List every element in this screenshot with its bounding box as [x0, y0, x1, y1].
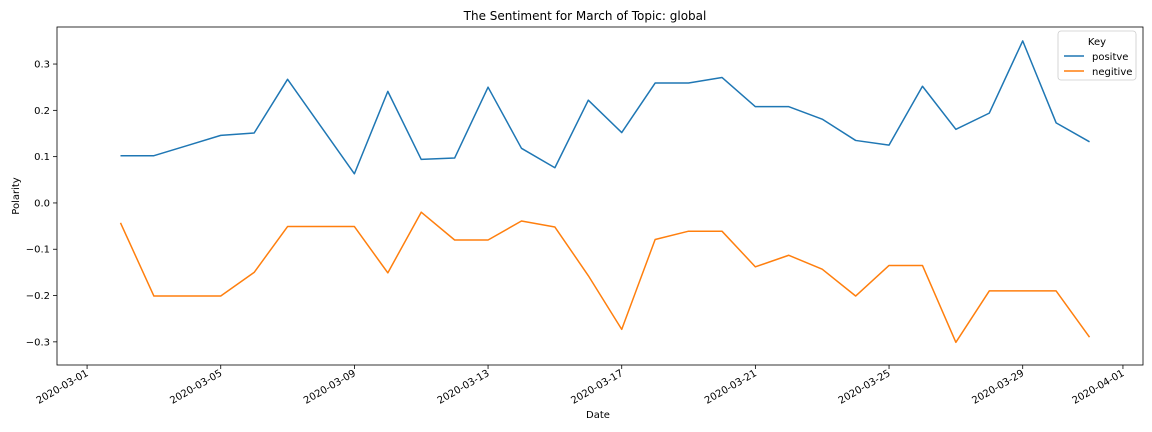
- legend-title: Key: [1088, 37, 1106, 48]
- plot-frame: [56, 26, 1144, 366]
- x-tick-label: 2020-03-21: [703, 368, 759, 407]
- x-tick-label: 2020-03-25: [837, 368, 893, 407]
- x-tick-label: 2020-03-17: [569, 368, 625, 407]
- x-axis-label: Date: [586, 410, 610, 421]
- legend-label-negative: negitive: [1092, 67, 1132, 78]
- y-tick-label: −0.2: [26, 291, 50, 302]
- y-tick-label: −0.3: [26, 337, 50, 348]
- x-axis: 2020-03-01 2020-03-05 2020-03-09 2020-03-13…: [35, 365, 1127, 407]
- x-tick-label: 2020-03-01: [35, 368, 91, 407]
- y-tick-label: 0.2: [34, 106, 50, 117]
- x-tick-label: 2020-03-09: [302, 368, 358, 407]
- x-tick-label: 2020-04-01: [1071, 368, 1127, 407]
- legend-label-positive: positve: [1092, 52, 1128, 63]
- legend-box: [1057, 30, 1137, 81]
- series-line-negative: [119, 211, 1091, 344]
- y-tick-label: −0.1: [26, 245, 50, 256]
- x-tick-label: 2020-03-05: [168, 368, 224, 407]
- y-tick-label: 0.0: [34, 198, 50, 209]
- x-tick-label: 2020-03-29: [970, 368, 1026, 407]
- chart-title: The Sentiment for March of Topic: global: [463, 9, 707, 23]
- y-tick-label: 0.3: [34, 60, 50, 71]
- y-axis-label: Polarity: [11, 177, 22, 215]
- y-tick-label: 0.1: [34, 152, 50, 163]
- y-axis: −0.3 −0.2 −0.1 0.0 0.1 0.2 0.3: [26, 60, 57, 348]
- legend: Key positve negitive: [1057, 30, 1137, 81]
- series-line-positive: [120, 40, 1090, 175]
- plot-area: [119, 40, 1091, 344]
- x-tick-label: 2020-03-13: [436, 368, 492, 407]
